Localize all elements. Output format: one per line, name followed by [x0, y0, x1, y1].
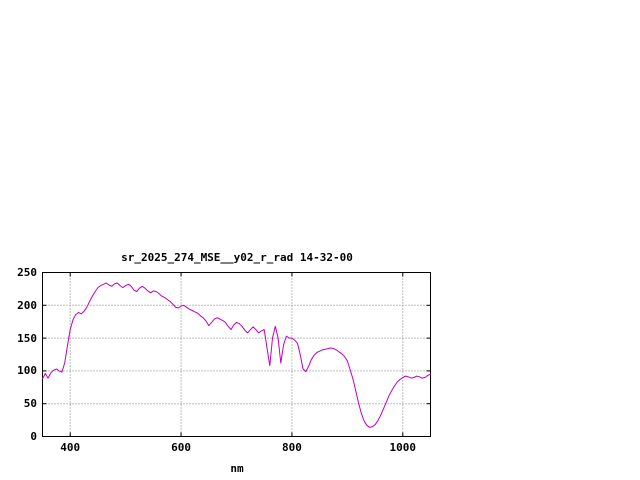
x-axis-label: nm	[230, 462, 244, 475]
spectrum-line	[42, 282, 431, 428]
plot-border	[42, 272, 431, 437]
x-tick-label: 800	[281, 441, 302, 454]
plot-svg	[42, 272, 431, 437]
y-tick-label: 0	[30, 430, 37, 443]
x-tick-label: 600	[171, 441, 192, 454]
y-tick-label: 200	[17, 298, 37, 312]
y-tick-label: 250	[17, 266, 37, 279]
chart-title: sr_2025_274_MSE__y02_r_rad 14-32-00	[121, 251, 353, 264]
x-tick-label: 1000	[389, 441, 417, 454]
y-tick-label: 50	[23, 397, 37, 411]
x-tick-label: 400	[60, 441, 81, 454]
y-tick-label: 100	[17, 364, 37, 378]
y-tick-label: 150	[17, 331, 37, 345]
